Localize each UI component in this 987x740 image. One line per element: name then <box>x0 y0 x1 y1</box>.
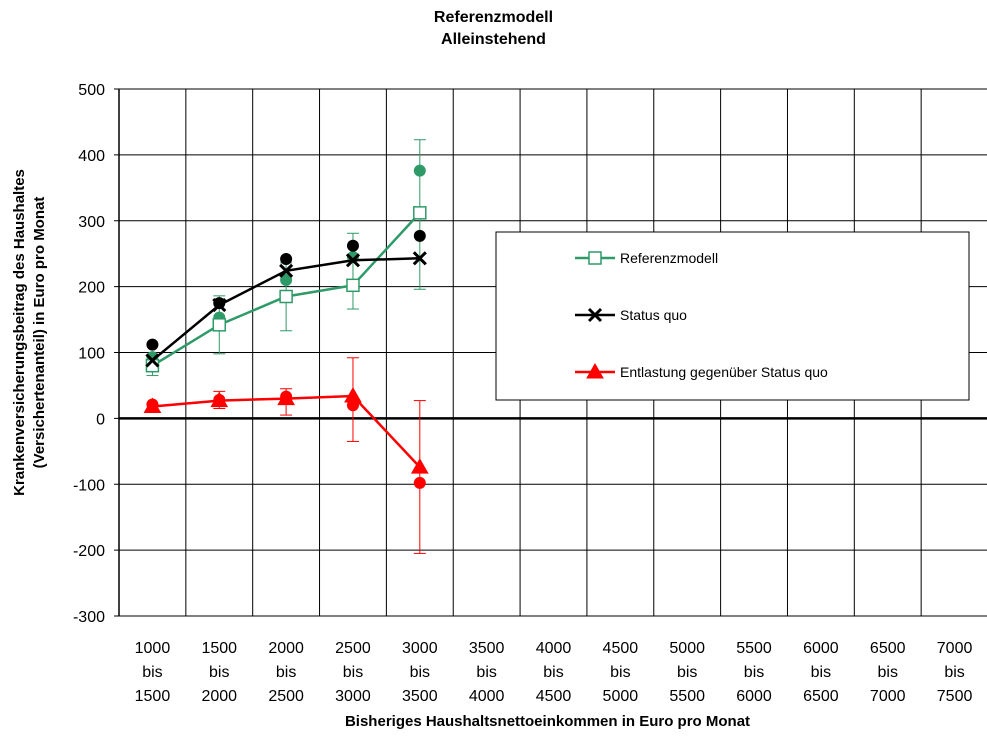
legend-label: Status quo <box>620 307 687 323</box>
x-tick-label: 6000 <box>803 640 839 657</box>
x-tick-label: bis <box>276 664 296 681</box>
y-tick-label: -200 <box>73 543 105 560</box>
x-tick-label: 3000 <box>335 688 371 705</box>
x-tick-label: 2000 <box>268 640 304 657</box>
legend <box>495 231 970 401</box>
x-tick-label: 1000 <box>135 640 171 657</box>
x-tick-label: 6500 <box>870 640 906 657</box>
x-tick-label: 6500 <box>803 688 839 705</box>
x-tick-label: bis <box>142 664 162 681</box>
x-tick-label: 3500 <box>469 640 505 657</box>
data-dot <box>280 274 293 287</box>
data-dot <box>346 239 359 252</box>
data-dot <box>413 476 426 489</box>
data-dot <box>146 338 159 351</box>
y-tick-label: 100 <box>78 346 105 363</box>
chart-title: Referenzmodell <box>433 9 554 26</box>
marker-square <box>588 251 602 265</box>
x-tick-label: bis <box>209 664 229 681</box>
x-tick-label: bis <box>944 664 964 681</box>
marker-x <box>145 353 160 368</box>
x-tick-label: 3000 <box>402 640 438 657</box>
x-tick-label: bis <box>878 664 898 681</box>
marker-triangle <box>410 458 429 474</box>
x-tick-label: 2000 <box>201 688 237 705</box>
y-tick-label: 300 <box>78 214 105 231</box>
y-axis-label: Krankenversicherungsbeitrag des Haushalt… <box>11 169 28 496</box>
x-tick-label: 2500 <box>335 640 371 657</box>
x-tick-label: 1500 <box>135 688 171 705</box>
x-tick-label: 4000 <box>469 688 505 705</box>
data-dot <box>280 252 293 265</box>
marker-triangle <box>344 386 362 403</box>
x-tick-label: bis <box>476 664 496 681</box>
chart-subtitle: Alleinstehend <box>441 31 546 48</box>
marker-triangle <box>210 391 229 408</box>
marker-square <box>212 318 227 332</box>
x-tick-label: bis <box>543 664 563 681</box>
marker-x <box>279 263 294 278</box>
x-tick-label: bis <box>677 664 697 681</box>
data-dot <box>413 164 426 177</box>
data-dot <box>413 229 426 242</box>
x-tick-label: 4500 <box>603 640 639 657</box>
x-tick-label: 7000 <box>870 688 906 705</box>
y-tick-label: 0 <box>96 411 105 428</box>
x-tick-label: 7000 <box>937 640 973 657</box>
marker-x <box>212 298 227 313</box>
y-tick-label: 400 <box>78 148 105 165</box>
marker-square <box>413 206 427 220</box>
marker-x <box>587 307 603 323</box>
marker-triangle <box>143 397 162 414</box>
x-tick-label: 4000 <box>536 640 572 657</box>
y-tick-label: 200 <box>78 280 105 297</box>
x-tick-label: 5000 <box>669 640 705 657</box>
y-tick-label: -100 <box>73 477 105 494</box>
marker-square <box>279 289 293 304</box>
x-tick-label: 3500 <box>402 688 438 705</box>
x-tick-label: bis <box>610 664 630 681</box>
x-tick-label: 1500 <box>201 640 237 657</box>
x-tick-label: 4500 <box>536 688 572 705</box>
marker-x <box>412 251 427 266</box>
marker-triangle <box>277 389 295 406</box>
x-tick-label: bis <box>744 664 764 681</box>
x-tick-label: 6000 <box>736 688 772 705</box>
marker-triangle <box>586 362 604 379</box>
marker-x <box>345 253 361 268</box>
x-tick-label: 2500 <box>268 688 304 705</box>
marker-square <box>346 278 360 293</box>
x-tick-label: 5500 <box>669 688 705 705</box>
x-tick-label: bis <box>410 664 430 681</box>
x-tick-label: 7500 <box>937 688 973 705</box>
legend-label: Referenzmodell <box>620 250 718 266</box>
x-axis-label: Bisheriges Haushaltsnettoeinkommen in Eu… <box>345 713 750 730</box>
x-tick-label: bis <box>811 664 831 681</box>
y-tick-label: -300 <box>73 609 105 626</box>
y-tick-label: 500 <box>78 82 105 99</box>
x-tick-label: 5000 <box>603 688 639 705</box>
y-axis-label: (Versichertenanteil) in Euro pro Monat <box>31 197 48 469</box>
legend-label: Entlastung gegenüber Status quo <box>620 364 828 380</box>
x-tick-label: bis <box>343 664 363 681</box>
x-tick-label: 5500 <box>736 640 772 657</box>
